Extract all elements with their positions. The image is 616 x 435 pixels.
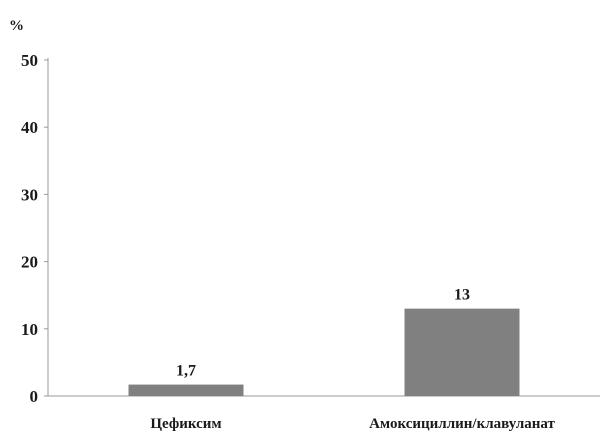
category-label: Амоксициллин/клавуланат xyxy=(369,416,555,432)
data-label: 13 xyxy=(454,287,470,304)
y-tick-label: 0 xyxy=(30,387,39,406)
y-axis-ticks: 0 10 20 30 40 50 xyxy=(21,51,48,406)
category-label: Цефиксим xyxy=(150,416,221,432)
y-tick-label: 30 xyxy=(21,185,38,204)
bar xyxy=(128,384,244,396)
y-tick-label: 50 xyxy=(21,51,38,70)
bar xyxy=(404,308,520,396)
y-tick-label: 20 xyxy=(21,253,38,272)
y-axis-unit-label: % xyxy=(9,18,24,34)
data-label: 1,7 xyxy=(176,363,196,380)
labels: 1,7 Цефиксим 13 Амоксициллин/клавуланат xyxy=(150,287,555,432)
y-tick-label: 10 xyxy=(21,320,38,339)
bars xyxy=(128,308,520,396)
y-tick-label: 40 xyxy=(21,118,38,137)
